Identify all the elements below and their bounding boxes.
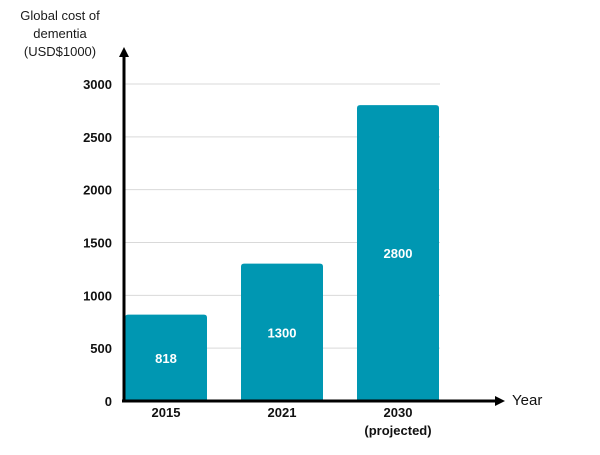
x-tick-label-2021: 2021 <box>268 405 297 420</box>
y-tick-labels: 0 500 1000 1500 2000 2500 3000 <box>83 77 112 409</box>
bar-value-label-2021: 1300 <box>268 325 297 340</box>
x-tick-labels: 2015 2021 2030 (projected) <box>152 405 432 438</box>
bar-value-label-2015: 818 <box>155 351 177 366</box>
bar-value-labels: 818 1300 2800 <box>155 246 412 366</box>
y-tick-label-0: 0 <box>105 394 112 409</box>
x-tick-sublabel-2030: (projected) <box>364 423 431 438</box>
y-tick-label-2500: 2500 <box>83 130 112 145</box>
bar-2021 <box>241 263 323 401</box>
x-tick-label-2015: 2015 <box>152 405 181 420</box>
bar-value-label-2030: 2800 <box>384 246 413 261</box>
y-axis-title-line-3: (USD$1000) <box>24 44 96 59</box>
x-tick-label-2030: 2030 <box>384 405 413 420</box>
x-axis-title: Year <box>512 392 542 409</box>
bar-2015 <box>125 314 207 401</box>
y-tick-label-1000: 1000 <box>83 288 112 303</box>
y-axis-title-line-2: dementia <box>33 26 87 41</box>
y-axis-title-line-1: Global cost of <box>20 8 100 23</box>
bars <box>125 105 439 401</box>
bar-2030 <box>357 105 439 401</box>
y-tick-label-500: 500 <box>90 341 112 356</box>
y-tick-label-3000: 3000 <box>83 77 112 92</box>
y-tick-label-1500: 1500 <box>83 236 112 251</box>
y-tick-label-2000: 2000 <box>83 183 112 198</box>
